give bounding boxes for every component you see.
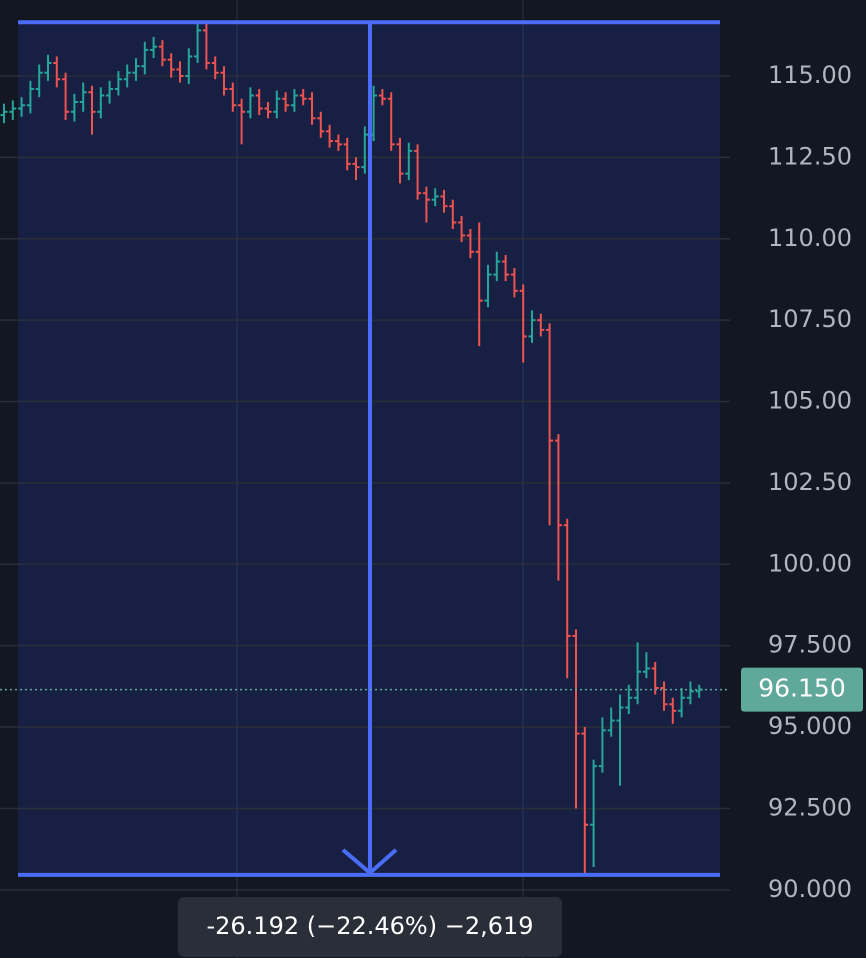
- ohlc-bar: [422, 186, 430, 223]
- ohlc-bar: [290, 89, 298, 112]
- ohlc-bar: [114, 71, 122, 96]
- ohlc-bar: [211, 56, 219, 80]
- ohlc-bar: [387, 92, 395, 151]
- ohlc-bar: [449, 199, 457, 229]
- grid: [236, 0, 524, 958]
- ohlc-bar: [616, 694, 624, 786]
- last-price-label: 96.150: [758, 674, 845, 703]
- measure-label: -26.192 (−22.46%) −2,619: [206, 912, 533, 940]
- ohlc-bar: [141, 41, 149, 75]
- ohlc-bar: [458, 215, 466, 243]
- ohlc-bar: [70, 93, 78, 122]
- y-tick-label: 115.00: [768, 61, 852, 89]
- ohlc-bar: [598, 717, 606, 773]
- ohlc-bar: [255, 89, 263, 116]
- y-tick-label: 97.500: [768, 631, 852, 659]
- ohlc-bar: [528, 310, 536, 343]
- ohlc-bar: [563, 518, 571, 679]
- ohlc-bar: [378, 89, 386, 106]
- ohlc-bar: [264, 102, 272, 119]
- ohlc-bar: [273, 90, 281, 119]
- ohlc-bar: [176, 61, 184, 83]
- ohlc-bar: [572, 629, 580, 809]
- ohlc-bar: [44, 54, 52, 81]
- ohlc-bar: [546, 323, 554, 526]
- ohlc-bar: [26, 80, 34, 114]
- ohlc-bar: [475, 222, 483, 347]
- measure-label-box: [178, 897, 562, 957]
- ohlc-bar: [440, 189, 448, 213]
- y-tick-label: 90.000: [768, 875, 852, 903]
- y-tick-label: 92.500: [768, 793, 852, 821]
- ohlc-bar: [9, 100, 17, 120]
- ohlc-bar: [35, 64, 43, 98]
- last-price-box: [741, 667, 863, 712]
- ohlc-bar: [484, 264, 492, 308]
- ohlc-bar: [220, 66, 228, 96]
- ohlc-bar: [686, 681, 694, 705]
- ohlc-bar: [607, 707, 615, 737]
- ohlc-bar: [0, 103, 8, 124]
- ohlc-bar: [53, 56, 61, 88]
- ohlc-bar: [229, 82, 237, 112]
- y-tick-label: 95.000: [768, 712, 852, 740]
- ohlc-bar: [326, 124, 334, 148]
- ohlc-bar: [396, 137, 404, 184]
- ohlc-bar: [466, 228, 474, 259]
- ohlc-bar: [493, 251, 501, 282]
- ohlc-bar: [502, 255, 510, 282]
- arrow-head: [341, 848, 398, 876]
- ohlc-bar: [519, 284, 527, 363]
- ohlc-bar: [554, 434, 562, 581]
- ohlc-bar: [97, 87, 105, 119]
- ohlc-bar: [202, 23, 210, 70]
- ohlc-bar: [299, 89, 307, 106]
- ohlc-bar: [106, 80, 114, 104]
- ohlc-bar: [18, 97, 26, 117]
- ohlc-bar: [537, 313, 545, 337]
- ohlc-bar: [246, 87, 254, 119]
- y-tick-label: 112.50: [768, 142, 852, 170]
- ohlc-bar: [625, 684, 633, 715]
- ohlc-bar: [150, 36, 158, 59]
- ohlc-bar: [194, 22, 202, 63]
- y-tick-label: 107.50: [768, 305, 852, 333]
- ohlc-bar: [660, 681, 668, 711]
- ohlc-bar: [581, 727, 589, 875]
- ohlc-bar: [590, 759, 598, 868]
- y-tick-label: 110.00: [768, 224, 852, 252]
- ohlc-bar: [431, 188, 439, 207]
- ohlc-bar: [158, 40, 166, 67]
- ohlc-bar: [123, 64, 131, 88]
- ohlc-bar: [405, 142, 413, 181]
- ohlc-bar: [62, 72, 70, 120]
- y-tick-label: 102.50: [768, 468, 852, 496]
- ohlc-bar: [79, 82, 87, 112]
- ohlc-bar: [317, 111, 325, 138]
- ohlc-bar: [678, 687, 686, 718]
- ohlc-bar: [185, 48, 193, 85]
- ohlc-bar: [634, 642, 642, 705]
- ohlc-bar: [510, 268, 518, 298]
- ohlc-bar: [642, 652, 650, 679]
- ohlc-bar: [132, 58, 140, 81]
- ohlc-bar: [669, 697, 677, 724]
- ohlc-bar: [238, 98, 246, 145]
- ohlc-bar: [167, 53, 175, 78]
- ohlc-bar: [414, 144, 422, 200]
- ohlc-bar: [308, 92, 316, 125]
- y-tick-label: 105.00: [768, 387, 852, 415]
- ohlc-bar: [361, 126, 369, 174]
- ohlc-bar: [343, 137, 351, 171]
- ohlc-bar: [88, 85, 96, 135]
- y-tick-label: 100.00: [768, 549, 852, 577]
- ohlc-bar: [334, 134, 342, 151]
- ohlc-bar: [282, 92, 290, 112]
- ohlc-bar: [352, 157, 360, 181]
